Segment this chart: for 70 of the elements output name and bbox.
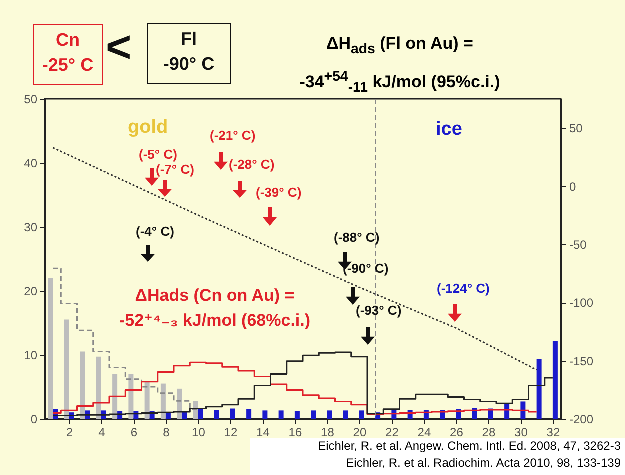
annotation: ice (436, 119, 462, 141)
y-tick-label: 40 (24, 156, 38, 170)
y-tick-label: 0 (30, 412, 38, 426)
text: < (106, 22, 132, 74)
annotation: (-21° C) (210, 128, 256, 144)
x-tick-label: 14 (256, 426, 270, 440)
y2-tick-label: -200 (570, 412, 594, 426)
bar (520, 402, 526, 419)
x-tick-label: 20 (353, 426, 367, 440)
y-tick-label: 10 (24, 348, 38, 362)
text: Eichler, R. et al. Radiochim. Acta 2010, 98, 133-139 (345, 455, 622, 472)
x-tick-label: 8 (163, 426, 170, 440)
annotation: (-88° C) (334, 230, 380, 246)
chart-title: ΔH$_{ads}$ (Fl on Au) = -34$^{+54}$$_{-11}$ kJ/mol (95%c.i.) (300, 34, 500, 96)
annotation: gold (128, 117, 168, 139)
bar (80, 352, 86, 419)
bar (160, 384, 166, 419)
x-tick-label: 16 (288, 426, 302, 440)
x-tick-label: 32 (546, 426, 560, 440)
y2-tick-label: 50 (570, 122, 584, 136)
x-tick-label: 30 (514, 426, 528, 440)
annotation: (-124° C) (437, 281, 490, 297)
bar (343, 410, 348, 419)
bar (552, 342, 558, 419)
bar (262, 410, 268, 419)
bar (48, 278, 54, 419)
x-tick-label: 26 (450, 426, 464, 440)
y2-tick-label: 0 (570, 180, 576, 194)
y-tick-label: 50 (24, 92, 38, 106)
annotation: (-4° C) (136, 224, 174, 240)
bar (327, 410, 332, 419)
annotation: (-5° C) (139, 147, 178, 163)
annotation: (-28° C) (229, 157, 275, 173)
x-tick-label: 2 (66, 426, 74, 440)
x-tick-label: 6 (130, 426, 138, 440)
y2-tick-label: -150 (570, 354, 594, 368)
bar (230, 408, 236, 419)
x-tick-label: 10 (192, 426, 206, 440)
x-tick-label: 4 (98, 426, 106, 440)
bar (128, 374, 134, 419)
annotation: (-39° C) (256, 185, 302, 201)
annotation: (-93° C) (356, 303, 402, 319)
bar (311, 410, 316, 419)
text: Eichler, R. et al. Angew. Chem. Intl. Ed. 2008, 47, 3262-3 (317, 438, 622, 455)
bar (64, 320, 70, 419)
y-tick-label: 30 (24, 220, 38, 234)
text: Fl -90° C (147, 23, 231, 84)
bar (112, 374, 118, 419)
x-tick-label: 28 (482, 426, 496, 440)
bar (198, 409, 204, 419)
annotation: (-7° C) (156, 162, 194, 178)
y-tick-label: 20 (24, 284, 38, 298)
annotation: ΔHads (Cn on Au) = -52⁺⁴₋₃ kJ/mol (68%c.i.) (118, 285, 312, 332)
bar (214, 410, 220, 419)
y2-tick-label: -100 (570, 296, 594, 310)
bar (536, 359, 542, 419)
x-tick-label: 24 (418, 426, 432, 440)
text: Cn -25° C (33, 24, 103, 85)
bar (96, 356, 102, 419)
bar (144, 382, 150, 419)
bar (246, 409, 252, 419)
line-series (52, 147, 538, 371)
bar (359, 410, 364, 419)
bar (294, 411, 300, 419)
bar (177, 388, 182, 419)
x-tick-label: 18 (321, 426, 335, 440)
y2-tick-label: -50 (570, 238, 588, 252)
x-tick-label: 22 (386, 426, 400, 440)
x-tick-label: 12 (224, 426, 238, 440)
bar (278, 410, 284, 419)
